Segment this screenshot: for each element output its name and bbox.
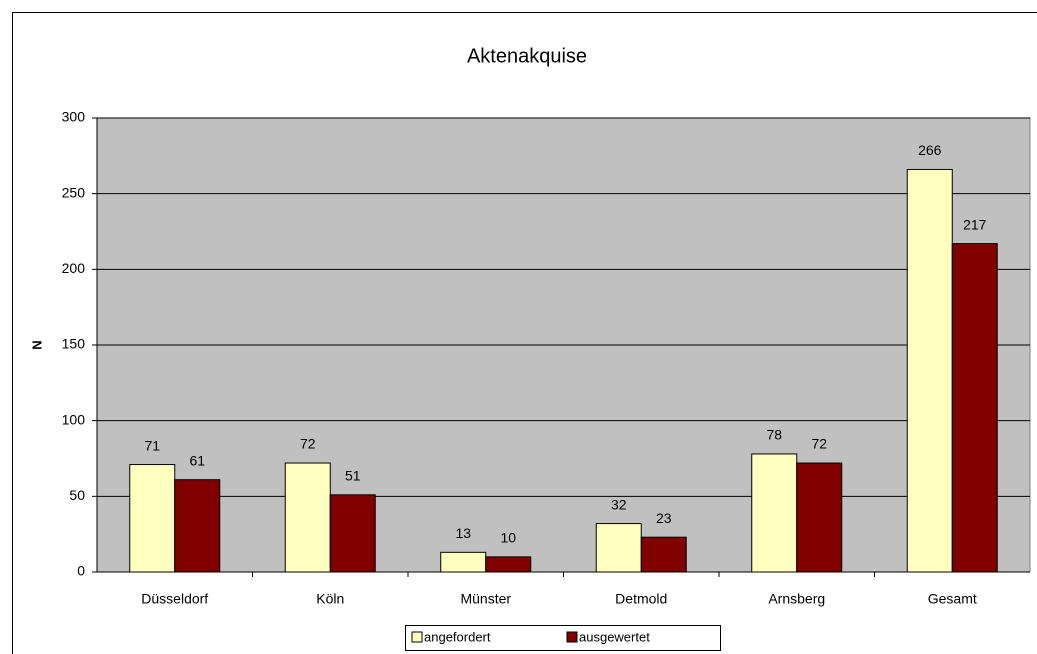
x-tick-label: Arnsberg <box>768 591 825 607</box>
data-label: 266 <box>918 142 942 158</box>
data-label: 32 <box>611 496 627 512</box>
data-label: 72 <box>811 436 827 452</box>
bar <box>485 556 532 573</box>
x-tick-label: Münster <box>460 591 511 607</box>
legend <box>405 625 721 651</box>
legend-label: angefordert <box>424 629 491 644</box>
y-tick-label: 100 <box>62 411 86 427</box>
bar <box>440 551 487 573</box>
bar <box>951 243 998 573</box>
legend-swatch <box>566 631 578 643</box>
data-label: 51 <box>345 468 361 484</box>
bar <box>796 462 843 573</box>
bar <box>174 479 221 573</box>
y-tick-label: 150 <box>62 336 86 352</box>
y-axis-label: N <box>29 340 44 349</box>
x-tick-label: Köln <box>316 591 344 607</box>
bar <box>284 462 331 573</box>
data-label: 61 <box>189 452 205 468</box>
data-label: 10 <box>500 530 516 546</box>
bar <box>329 494 376 573</box>
legend-label: ausgewertet <box>579 629 650 644</box>
data-label: 13 <box>455 525 471 541</box>
data-label: 72 <box>300 436 316 452</box>
chart-title: Aktenakquise <box>467 45 587 67</box>
legend-swatch <box>411 631 423 643</box>
y-tick-label: 50 <box>69 487 85 503</box>
data-label: 217 <box>963 216 987 232</box>
y-tick-label: 300 <box>62 109 86 125</box>
y-tick-label: 250 <box>62 184 86 200</box>
y-tick-label: 0 <box>77 563 85 579</box>
bar <box>640 536 687 573</box>
data-label: 23 <box>656 510 672 526</box>
y-tick-label: 200 <box>62 260 86 276</box>
bar <box>751 453 798 573</box>
data-label: 78 <box>766 427 782 443</box>
x-tick-label: Düsseldorf <box>141 591 208 607</box>
data-label: 71 <box>144 437 160 453</box>
x-tick-label: Detmold <box>615 591 667 607</box>
bar <box>595 523 642 573</box>
x-tick-label: Gesamt <box>928 591 977 607</box>
bar <box>129 464 176 573</box>
bar <box>906 168 953 573</box>
